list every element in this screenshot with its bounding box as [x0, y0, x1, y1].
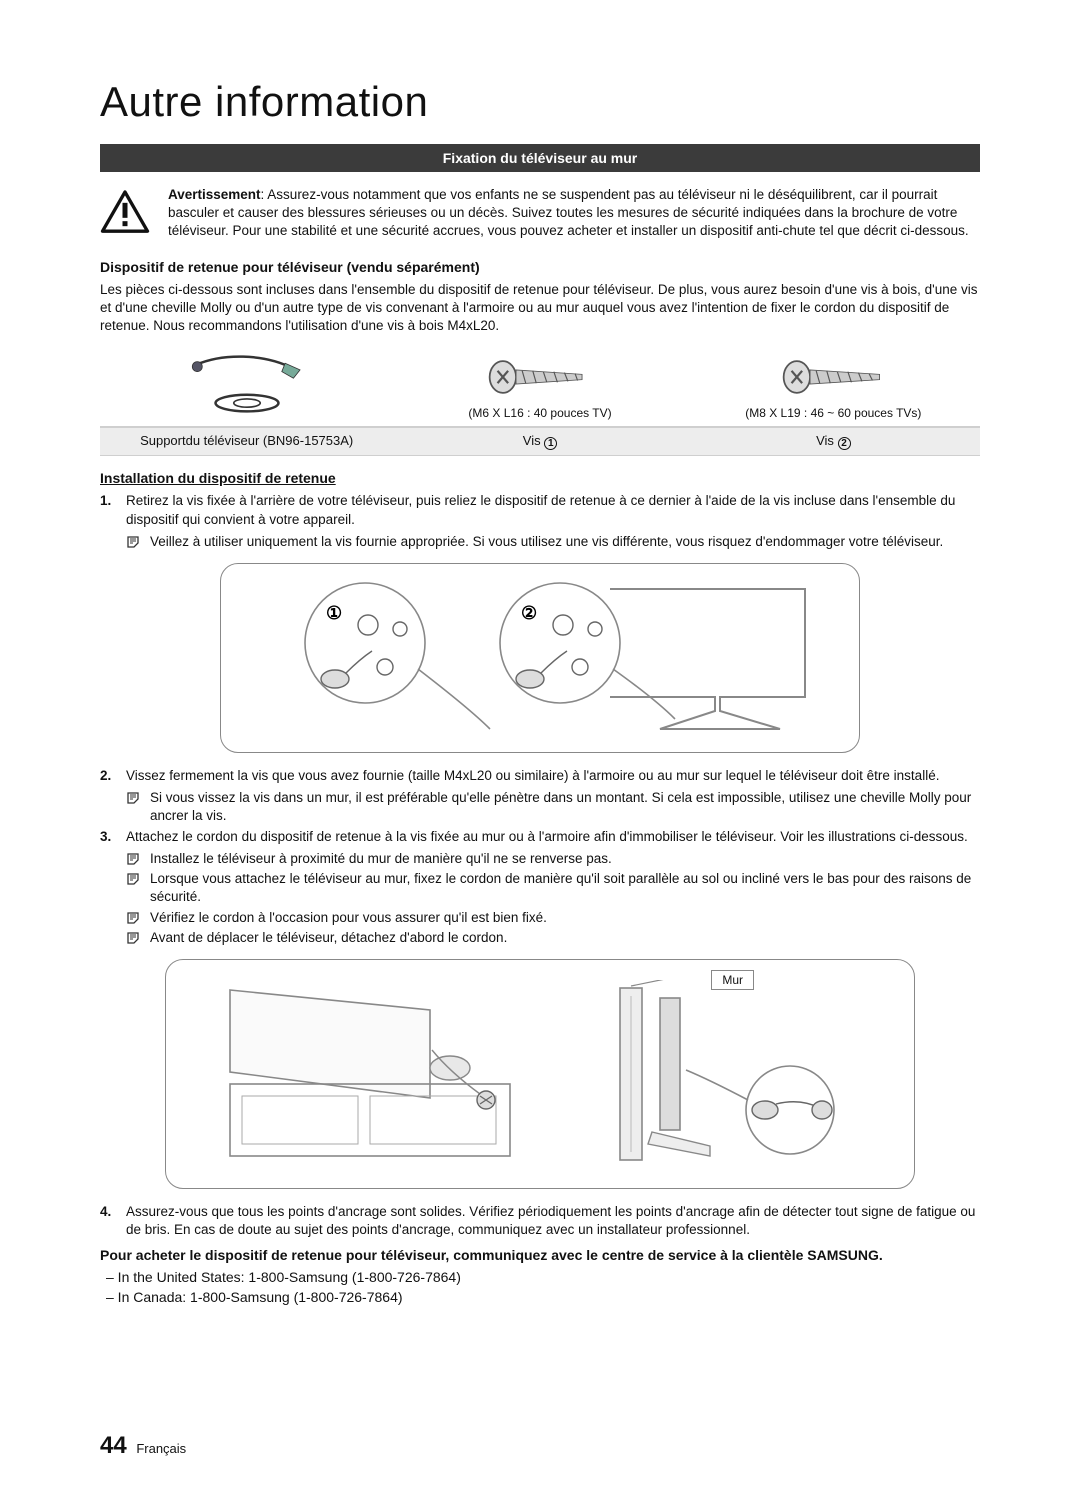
- part-support: [100, 345, 393, 426]
- vis2-label: Vis 2: [687, 428, 980, 455]
- mur-label: Mur: [711, 970, 754, 990]
- screw1-spec: (M6 X L16 : 40 pouces TV): [399, 406, 680, 420]
- note-icon: [126, 911, 142, 925]
- warning-body: : Assurez-vous notamment que vos enfants…: [168, 187, 969, 238]
- screw2-spec: (M8 X L19 : 46 ~ 60 pouces TVs): [693, 406, 974, 420]
- vis1-label: Vis 1: [393, 428, 686, 455]
- page-title: Autre information: [100, 78, 980, 126]
- svg-text:①: ①: [326, 603, 342, 623]
- screw2-icon: [781, 355, 887, 399]
- install-heading: Installation du dispositif de retenue: [100, 470, 980, 486]
- parts-table: (M6 X L16 : 40 pouces TV) (M8 X L19 : 46…: [100, 345, 980, 456]
- tether-icon: [189, 355, 305, 413]
- step-3-note-c: Vérifiez le cordon à l'occasion pour vou…: [126, 909, 980, 927]
- page-lang: Français: [136, 1441, 186, 1456]
- step-4: 4. Assurez-vous que tous les points d'an…: [100, 1203, 980, 1239]
- part-screw2: (M8 X L19 : 46 ~ 60 pouces TVs): [687, 345, 980, 426]
- warning-label: Avertissement: [168, 187, 261, 202]
- note-icon: [126, 931, 142, 945]
- support-label: Supportdu téléviseur (BN96-15753A): [100, 428, 393, 455]
- contact-us: – In the United States: 1-800-Samsung (1…: [106, 1269, 980, 1285]
- install-steps: 1. Retirez la vis fixée à l'arrière de v…: [100, 492, 980, 1239]
- step-3-note-d: Avant de déplacer le téléviseur, détache…: [126, 929, 980, 947]
- step-1-note: Veillez à utiliser uniquement la vis fou…: [126, 533, 980, 551]
- note-icon: [126, 535, 142, 549]
- step-2: 2. Vissez fermement la vis que vous avez…: [100, 767, 980, 785]
- contact-heading: Pour acheter le dispositif de retenue po…: [100, 1247, 980, 1263]
- figure-tv-closeup: ① ②: [220, 563, 860, 753]
- step-1: 1. Retirez la vis fixée à l'arrière de v…: [100, 492, 980, 528]
- warning-text: Avertissement: Assurez-vous notamment qu…: [168, 186, 980, 241]
- step-2-note: Si vous vissez la vis dans un mur, il es…: [126, 789, 980, 825]
- note-icon: [126, 791, 142, 805]
- page-number: 44: [100, 1432, 127, 1459]
- part-screw1: (M6 X L16 : 40 pouces TV): [393, 345, 686, 426]
- note-icon: [126, 872, 142, 886]
- svg-text:②: ②: [521, 603, 537, 623]
- step-3: 3. Attachez le cordon du dispositif de r…: [100, 828, 980, 846]
- screw1-icon: [487, 355, 593, 399]
- retain-intro: Les pièces ci-dessous sont incluses dans…: [100, 281, 980, 336]
- num-1-icon: 1: [544, 437, 557, 450]
- section-header: Fixation du téléviseur au mur: [100, 144, 980, 172]
- retain-heading: Dispositif de retenue pour téléviseur (v…: [100, 259, 980, 275]
- step-3-note-b: Lorsque vous attachez le téléviseur au m…: [126, 870, 980, 906]
- page-footer: 44 Français: [100, 1432, 186, 1460]
- note-icon: [126, 852, 142, 866]
- num-2-icon: 2: [838, 437, 851, 450]
- warning-block: Avertissement: Assurez-vous notamment qu…: [100, 186, 980, 241]
- step-3-note-a: Installez le téléviseur à proximité du m…: [126, 850, 980, 868]
- figure-wallmount: Mur: [165, 959, 915, 1189]
- warning-icon: [100, 190, 150, 234]
- contact-ca: – In Canada: 1-800-Samsung (1-800-726-78…: [106, 1289, 980, 1305]
